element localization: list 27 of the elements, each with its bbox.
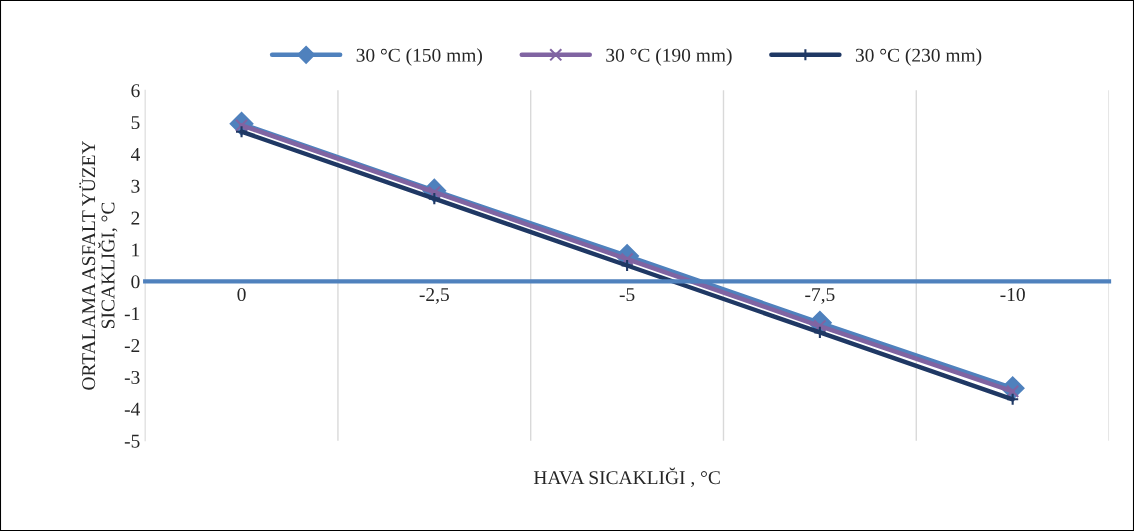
y-tick-label: 1 (132, 243, 140, 257)
y-tick-label: -2 (124, 339, 140, 352)
x-axis-title: HAVA SICAKLIĞI , °C (533, 467, 720, 487)
point (1006, 392, 1020, 406)
point (427, 192, 441, 206)
y-tick-label: 3 (131, 179, 140, 193)
y-tick-label: -1 (124, 307, 140, 321)
y-tick-label: 5 (131, 116, 140, 130)
x-tick-label: -10 (1000, 287, 1025, 302)
y-tick-label: -3 (124, 370, 140, 384)
y-tick-label: 4 (130, 147, 140, 161)
y-tick-label: 0 (131, 275, 140, 289)
x-tick-label: -5 (619, 288, 635, 302)
legend-label: 30 °C (230 mm) (855, 48, 982, 66)
y-axis-title: ORTALAMA ASFALT YÜZEY SICAKLIĞI, °C (79, 140, 118, 390)
point (620, 258, 634, 273)
x-tick-label: -7,5 (805, 288, 835, 304)
point (813, 325, 827, 339)
point (234, 125, 249, 139)
x-tick-label: 0 (237, 287, 246, 302)
y-tick-label: 6 (131, 84, 140, 98)
y-tick-label: -4 (124, 402, 140, 416)
y-tick-label: -5 (124, 434, 140, 448)
y-tick-label: 2 (131, 211, 140, 225)
legend-label: 30 °C (150 mm) (356, 48, 482, 66)
x-tick-label: -2,5 (419, 288, 449, 304)
legend-label: 30 °C (190 mm) (606, 48, 732, 66)
